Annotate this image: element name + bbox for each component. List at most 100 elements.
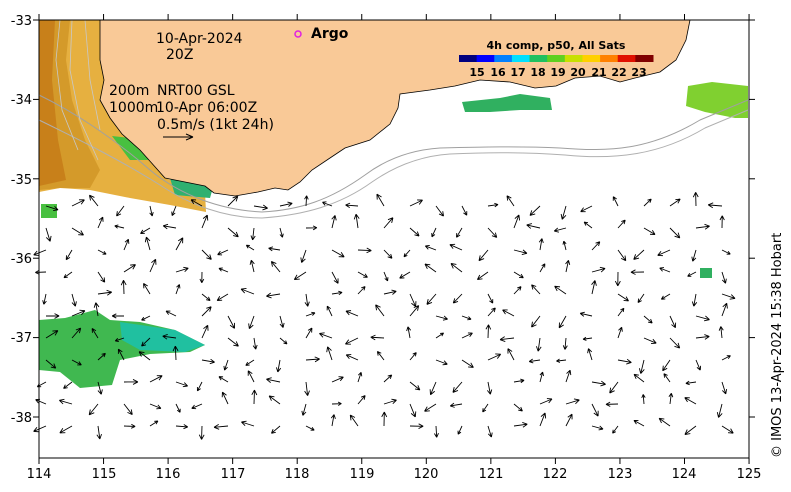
current-vector-arrow [213, 423, 229, 430]
current-vector-arrow [403, 249, 411, 258]
current-vector-arrow [506, 195, 515, 207]
isobath-shelf-lines [55, 19, 101, 161]
x-tick-label: 124 [672, 467, 697, 482]
current-vector-arrow [331, 271, 339, 284]
current-vector-arrow [162, 333, 177, 340]
current-vector-arrow [538, 238, 544, 251]
colorbar-segment [547, 55, 566, 62]
current-vector-arrow [227, 315, 235, 329]
current-vector-arrow [97, 381, 103, 395]
current-vector-arrow [691, 293, 698, 307]
current-vector-arrow [162, 223, 177, 230]
current-vector-arrow [643, 227, 656, 235]
current-vector-arrow [250, 227, 256, 241]
current-vector-arrow [435, 332, 444, 339]
current-vector-arrow [487, 353, 502, 361]
current-vector-arrow [383, 398, 397, 405]
current-vector-arrow [304, 293, 310, 307]
current-vector-arrow [221, 391, 229, 405]
current-vector-arrow [266, 377, 281, 383]
current-vector-arrow [201, 324, 209, 339]
current-vector-field [33, 192, 736, 440]
current-vector-arrow [539, 412, 547, 427]
current-vector-arrow [353, 213, 360, 229]
current-vector-arrow [201, 306, 212, 317]
current-vector-arrow [247, 370, 255, 383]
current-vector-arrow [305, 327, 313, 339]
current-vector-arrow [669, 227, 681, 239]
current-vector-arrow [293, 271, 307, 281]
x-axis: 114 115 116 117 118 119 120 121 122 123 … [27, 467, 762, 482]
current-vector-arrow [695, 334, 710, 340]
current-vector-arrow [357, 247, 372, 254]
x-tick-label: 118 [285, 467, 310, 482]
current-vector-arrow [370, 334, 385, 341]
current-vector-arrow [539, 398, 553, 405]
isobath-200m-label: 200m [109, 83, 149, 99]
current-vector-arrow [562, 337, 568, 350]
current-vector-arrow [141, 337, 151, 347]
current-time-label: 10-Apr 06:00Z [156, 100, 257, 116]
current-vector-arrow [721, 249, 731, 255]
current-vector-arrow [695, 315, 710, 322]
current-vector-arrow [663, 373, 671, 383]
current-vector-arrow [71, 359, 82, 366]
current-vector-arrow [175, 381, 188, 388]
current-vector-arrow [513, 378, 525, 384]
colorbar-title: 4h comp, p50, All Sats [487, 39, 626, 52]
current-vector-arrow [687, 271, 697, 277]
current-vector-arrow [71, 293, 77, 307]
plot-frame [38, 19, 750, 459]
current-vector-arrow [191, 403, 203, 410]
colorbar-segment [582, 55, 601, 62]
current-vector-arrow [513, 214, 520, 229]
y-tick-label: -34 [11, 93, 32, 108]
current-vector-arrow [461, 359, 474, 368]
current-vector-arrow [279, 227, 284, 238]
current-vector-arrow [140, 227, 151, 235]
current-vector-arrow [71, 227, 84, 236]
current-vector-arrow [196, 381, 203, 392]
x-tick-label: 115 [92, 467, 117, 482]
y-tick-label: -37 [11, 331, 32, 346]
current-vector-arrow [96, 425, 102, 440]
current-vector-arrow [319, 332, 333, 339]
current-vector-arrow [529, 205, 541, 216]
current-vector-arrow [539, 371, 544, 383]
y-tick-label: -35 [11, 173, 32, 188]
current-vector-arrow [562, 240, 567, 251]
current-vector-arrow [716, 403, 723, 418]
current-vector-arrow [149, 403, 162, 410]
colorbar-tick-label: 22 [611, 66, 626, 79]
current-vector-arrow [149, 258, 157, 273]
current-vector-arrow [223, 359, 229, 371]
current-vector-arrow [452, 293, 463, 304]
isobath-200m [38, 94, 749, 213]
current-vector-arrow [556, 358, 567, 363]
current-vector-arrow [478, 249, 489, 262]
current-vector-arrow [217, 249, 229, 256]
current-vector-arrow [45, 313, 60, 319]
current-vector-arrow [721, 425, 734, 434]
current-vector-arrow [695, 359, 702, 371]
current-vector-arrow [279, 315, 285, 328]
current-vector-arrow [587, 348, 593, 361]
current-vector-arrow [97, 249, 107, 255]
current-vector-arrow [684, 425, 697, 435]
current-vector-arrow [721, 355, 731, 361]
current-vector-arrow [612, 196, 619, 207]
current-vector-arrow [45, 227, 52, 242]
current-vector-arrow [175, 237, 184, 251]
current-vector-arrow [71, 309, 86, 317]
current-vector-arrow [42, 293, 47, 305]
current-vector-arrow [637, 293, 645, 303]
current-vector-arrow [477, 271, 489, 280]
argo-legend-label: Argo [311, 26, 349, 42]
current-vector-arrow [565, 260, 571, 273]
current-vector-arrow [535, 337, 542, 352]
current-vector-arrow [149, 375, 163, 383]
current-vector-arrow [617, 358, 632, 365]
current-vector-arrow [165, 310, 177, 317]
current-vector-arrow [565, 369, 572, 383]
y-tick-label: -33 [11, 14, 32, 29]
